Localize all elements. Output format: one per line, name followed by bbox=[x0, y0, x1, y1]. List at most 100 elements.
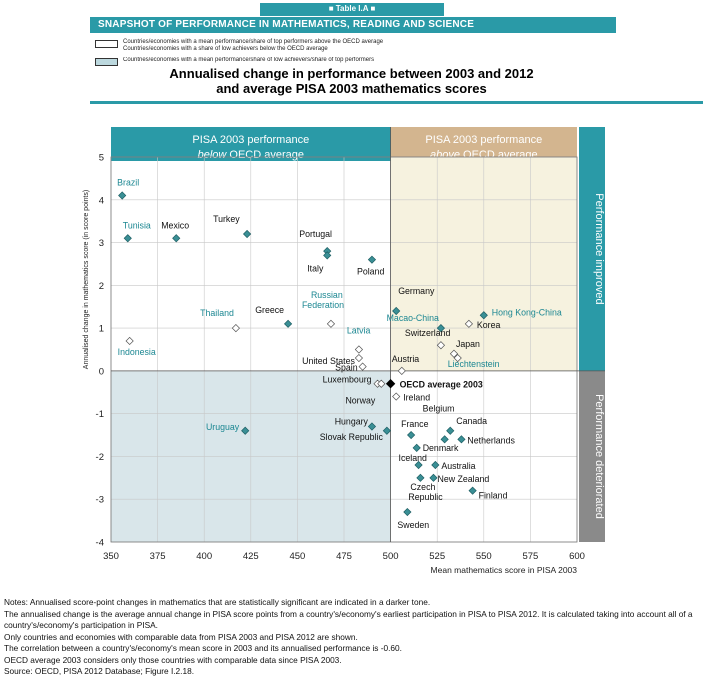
label-line: Republic bbox=[408, 492, 443, 502]
marker-ireland bbox=[392, 392, 401, 401]
square-icon: ■ bbox=[328, 4, 334, 13]
y-tick-label: -2 bbox=[96, 452, 104, 463]
label-line: Russian bbox=[311, 290, 343, 300]
label-luxembourg: Luxembourg bbox=[323, 375, 372, 385]
above-band-line-1: PISA 2003 performance bbox=[425, 134, 542, 146]
legend-text-3: Countries/economies with a mean performa… bbox=[123, 57, 375, 63]
label-macao-china: Macao-China bbox=[387, 313, 439, 323]
banner-bar bbox=[90, 17, 616, 33]
label-finland: Finland bbox=[479, 491, 508, 501]
x-tick-label: 600 bbox=[569, 551, 585, 562]
y-tick-label: -3 bbox=[96, 495, 104, 506]
marker-oecd-average-2003 bbox=[385, 379, 396, 389]
marker-poland bbox=[367, 255, 377, 264]
label-turkey: Turkey bbox=[213, 214, 240, 224]
marker-mexico bbox=[172, 234, 181, 243]
marker-tunisia bbox=[123, 234, 132, 243]
y-tick-label: 4 bbox=[99, 195, 104, 206]
label-japan: Japan bbox=[456, 339, 480, 349]
label-brazil: Brazil bbox=[117, 178, 139, 188]
label-switzerland: Switzerland bbox=[405, 328, 451, 338]
marker-thailand bbox=[231, 324, 240, 333]
label-sweden: Sweden bbox=[397, 520, 429, 530]
below-band-line-1: PISA 2003 performance bbox=[192, 134, 309, 146]
y-tick-label: -1 bbox=[96, 409, 104, 420]
label-spain: Spain bbox=[335, 363, 358, 373]
marker-united-states bbox=[354, 353, 364, 363]
label-new-zealand: New Zealand bbox=[437, 474, 489, 484]
label-iceland: Iceland bbox=[399, 453, 427, 463]
marker-macao-china bbox=[436, 324, 446, 333]
x-tick-label: 400 bbox=[196, 551, 212, 562]
chart-title-line-1: Annualised change in performance between… bbox=[169, 66, 534, 81]
below-band-line-2: below OECD average bbox=[198, 149, 304, 161]
marker-russian-federation bbox=[326, 319, 336, 328]
scatter-chart: PISA 2003 performance below OECD average P… bbox=[83, 127, 605, 575]
marker-norway bbox=[377, 379, 386, 388]
note-line: Source: OECD, PISA 2012 Database; Figure… bbox=[4, 666, 195, 676]
marker-czech-republic bbox=[416, 473, 425, 482]
marker-sweden bbox=[403, 507, 412, 517]
x-tick-label: 450 bbox=[289, 551, 305, 562]
marker-indonesia bbox=[125, 336, 134, 346]
label-poland: Poland bbox=[357, 267, 384, 277]
label-italy: Italy bbox=[307, 263, 324, 273]
marker-italy bbox=[323, 251, 332, 260]
marker-canada bbox=[446, 426, 455, 435]
deteriorated-side-label: Performance deteriorated bbox=[593, 394, 605, 519]
title-divider bbox=[90, 101, 703, 104]
table-label: ■ Table I.A ■ bbox=[260, 4, 444, 13]
marker-spain bbox=[358, 362, 367, 371]
legend-text-1: Countries/economies with a mean performa… bbox=[123, 39, 384, 45]
note-line: OECD average 2003 considers only those c… bbox=[4, 654, 342, 665]
marker-finland bbox=[468, 486, 477, 495]
label-korea: Korea bbox=[477, 320, 501, 330]
marker-turkey bbox=[242, 229, 252, 239]
label-austria: Austria bbox=[392, 354, 419, 364]
label-line: Czech bbox=[410, 482, 435, 492]
below-band-em: below bbox=[198, 149, 228, 161]
below-average-band bbox=[111, 127, 391, 161]
x-tick-label: 375 bbox=[150, 551, 166, 562]
legend-swatch-1 bbox=[95, 40, 118, 48]
marker-germany bbox=[392, 306, 401, 316]
marker-slovak-republic bbox=[382, 426, 391, 435]
label-russian-federation: Russian Federation bbox=[302, 290, 344, 310]
label-france: France bbox=[401, 419, 428, 429]
label-greece: Greece bbox=[255, 305, 284, 315]
x-tick-label: 550 bbox=[476, 551, 492, 562]
x-tick-label: 350 bbox=[103, 551, 119, 562]
label-oecd-average-2003: OECD average 2003 bbox=[400, 380, 483, 390]
marker-austria bbox=[397, 366, 406, 375]
label-hungary: Hungary bbox=[335, 417, 369, 427]
marker-australia bbox=[431, 460, 440, 470]
table-label-text: Table I.A bbox=[335, 4, 369, 13]
y-tick-label: -4 bbox=[96, 538, 104, 549]
marker-iceland bbox=[414, 460, 423, 470]
label-uruguay: Uruguay bbox=[206, 422, 240, 432]
label-latvia: Latvia bbox=[347, 326, 371, 336]
marker-korea bbox=[464, 319, 473, 328]
marker-hungary bbox=[367, 422, 377, 431]
x-tick-label: 475 bbox=[336, 551, 352, 562]
x-axis-label: Mean mathematics score in PISA 2003 bbox=[431, 565, 578, 575]
label-tunisia: Tunisia bbox=[123, 220, 151, 230]
y-tick-label: 0 bbox=[99, 366, 104, 377]
y-axis-label: Annualised change in mathematics score (… bbox=[83, 190, 90, 369]
label-canada: Canada bbox=[456, 416, 487, 426]
below-band-rest: OECD average bbox=[226, 149, 304, 161]
label-netherlands: Netherlands bbox=[467, 435, 515, 445]
legend-swatch-3 bbox=[95, 58, 118, 66]
plot-frame bbox=[110, 156, 578, 543]
label-ireland: Ireland bbox=[403, 393, 430, 403]
marker-belgium bbox=[440, 435, 449, 444]
label-belgium: Belgium bbox=[423, 403, 455, 413]
x-tick-label: 500 bbox=[383, 551, 399, 562]
y-tick-label: 3 bbox=[99, 238, 104, 249]
label-united-states: United States bbox=[302, 356, 355, 366]
label-czech-republic: Czech Republic bbox=[408, 482, 443, 502]
improved-side-label: Performance improved bbox=[593, 193, 605, 304]
marker-liechtenstein bbox=[453, 353, 462, 363]
label-line: Federation bbox=[302, 300, 344, 310]
